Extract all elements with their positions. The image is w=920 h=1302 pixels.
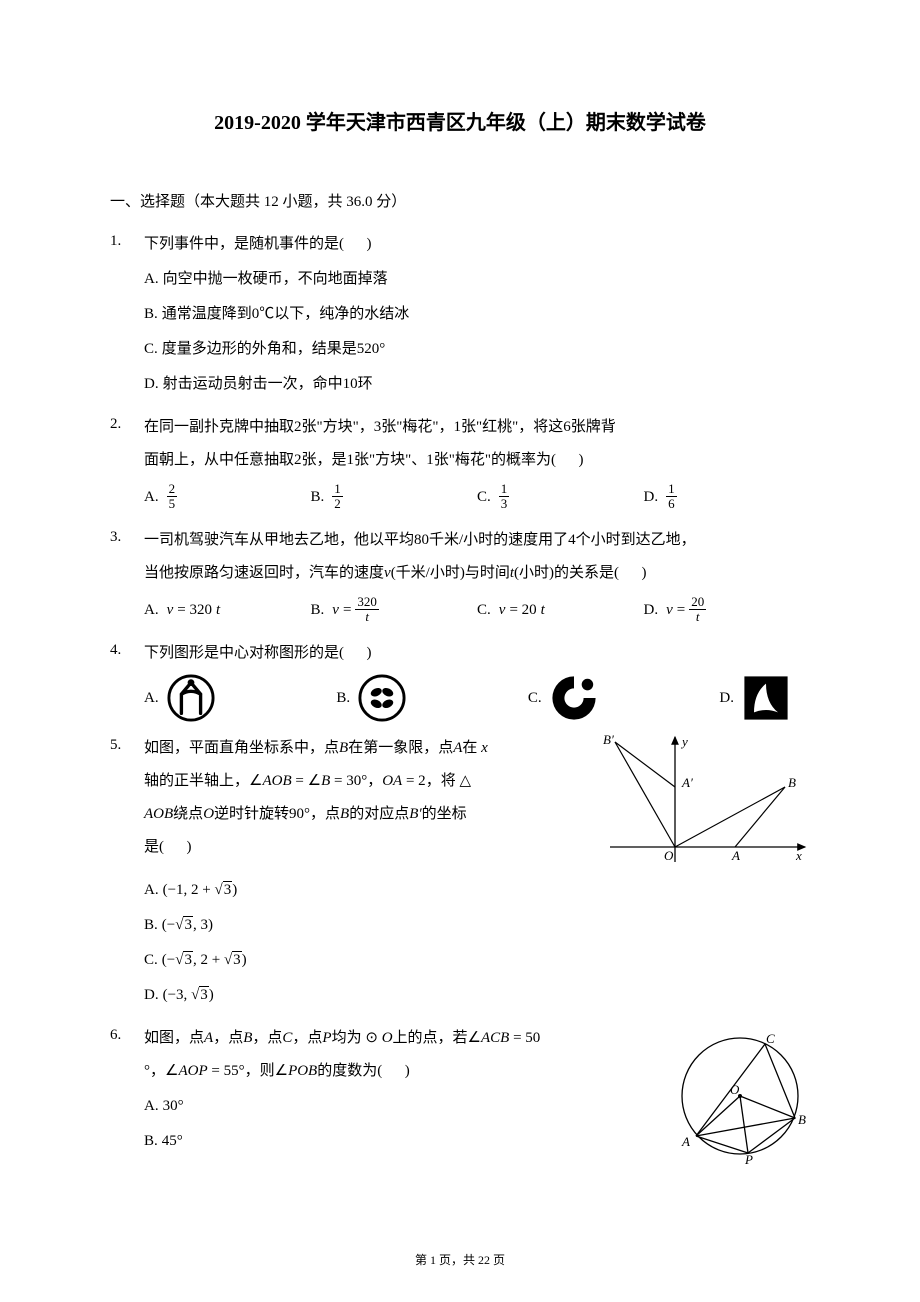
svg-text:y: y — [680, 734, 688, 749]
svg-text:x: x — [795, 848, 802, 863]
question-3: 3. 一司机驾驶汽车从甲地去乙地，他以平均80千米/小时的速度用了4个小时到达乙… — [110, 524, 810, 627]
question-number: 3. — [110, 524, 121, 551]
option-B: B. v = 320t — [311, 594, 478, 627]
option-D: D.射击运动员射击一次，命中10环 — [144, 368, 810, 401]
question-1: 1. 下列事件中，是随机事件的是( ) A.向空中抛一枚硬币，不向地面掉落 B.… — [110, 228, 810, 401]
option-A: A.向空中抛一枚硬币，不向地面掉落 — [144, 263, 810, 296]
svg-text:A: A — [731, 848, 740, 863]
option-B: B.通常温度降到0℃以下，纯净的水结冰 — [144, 298, 810, 331]
page-footer: 第 1 页，共 22 页 — [0, 1250, 920, 1272]
svg-text:P: P — [744, 1152, 753, 1166]
question-stem-line: 面朝上，从中任意抽取2张，是1张"方块"、1张"梅花"的概率为( ) — [144, 444, 810, 477]
option-A: A. v = 320t — [144, 594, 311, 627]
question-number: 6. — [110, 1022, 121, 1049]
question-stem-line: 在同一副扑克牌中抽取2张"方块"，3张"梅花"，1张"红桃"，将这6张牌背 — [144, 411, 810, 444]
question-stem-line: 当他按原路匀速返回时，汽车的速度v(千米/小时)与时间t(小时)的关系是( ) — [144, 557, 810, 590]
svg-text:B′: B′ — [603, 732, 614, 747]
option-A: A. 25 — [144, 481, 311, 514]
question-6: 6. O C A B P 如图，点A，点B，点C，点P均为 ⊙ O上的点，若∠A… — [110, 1022, 810, 1166]
question-number: 4. — [110, 637, 121, 664]
svg-text:A: A — [681, 1134, 690, 1149]
q6-figure: O C A B P — [670, 1026, 810, 1166]
question-5: 5. y x O A B A′ B′ 如图，平面直角坐标系中，点B在第一象限，点… — [110, 732, 810, 1012]
option-C: C. 13 — [477, 481, 644, 514]
logo-a-icon — [167, 674, 215, 722]
option-B: B. 12 — [311, 481, 478, 514]
question-stem-line: 一司机驾驶汽车从甲地去乙地，他以平均80千米/小时的速度用了4个小时到达乙地， — [144, 524, 810, 557]
logo-d-icon — [742, 674, 790, 722]
option-D: D.(−3, 3) — [144, 979, 810, 1012]
question-stem: 下列图形是中心对称图形的是( ) — [144, 637, 810, 670]
option-C: C. — [528, 674, 598, 722]
option-D: D. v = 20t — [644, 594, 811, 627]
option-C: C.度量多边形的外角和，结果是520° — [144, 333, 810, 366]
option-C: C.(−3, 2 + 3) — [144, 944, 810, 977]
svg-text:C: C — [766, 1031, 775, 1046]
svg-text:A′: A′ — [681, 775, 693, 790]
question-2: 2. 在同一副扑克牌中抽取2张"方块"，3张"梅花"，1张"红桃"，将这6张牌背… — [110, 411, 810, 514]
question-4: 4. 下列图形是中心对称图形的是( ) A. B. — [110, 637, 810, 722]
logo-b-icon — [358, 674, 406, 722]
option-D: D. 16 — [644, 481, 811, 514]
option-C: C. v = 20t — [477, 594, 644, 627]
q5-figure: y x O A B A′ B′ — [600, 732, 810, 872]
option-A: A. — [144, 674, 215, 722]
option-A: A.(−1, 2 + 3) — [144, 874, 810, 907]
question-number: 5. — [110, 732, 121, 759]
svg-text:B: B — [798, 1112, 806, 1127]
question-stem: 下列事件中，是随机事件的是( ) — [144, 228, 810, 261]
option-B: B.(−3, 3) — [144, 909, 810, 942]
page-title: 2019-2020 学年天津市西青区九年级（上）期末数学试卷 — [110, 105, 810, 141]
question-number: 1. — [110, 228, 121, 255]
option-D: D. — [719, 674, 790, 722]
svg-text:B: B — [788, 775, 796, 790]
section-header: 一、选择题（本大题共 12 小题，共 36.0 分） — [110, 189, 810, 216]
option-B: B. — [336, 674, 406, 722]
logo-c-icon — [550, 674, 598, 722]
question-number: 2. — [110, 411, 121, 438]
svg-text:O: O — [664, 848, 674, 863]
